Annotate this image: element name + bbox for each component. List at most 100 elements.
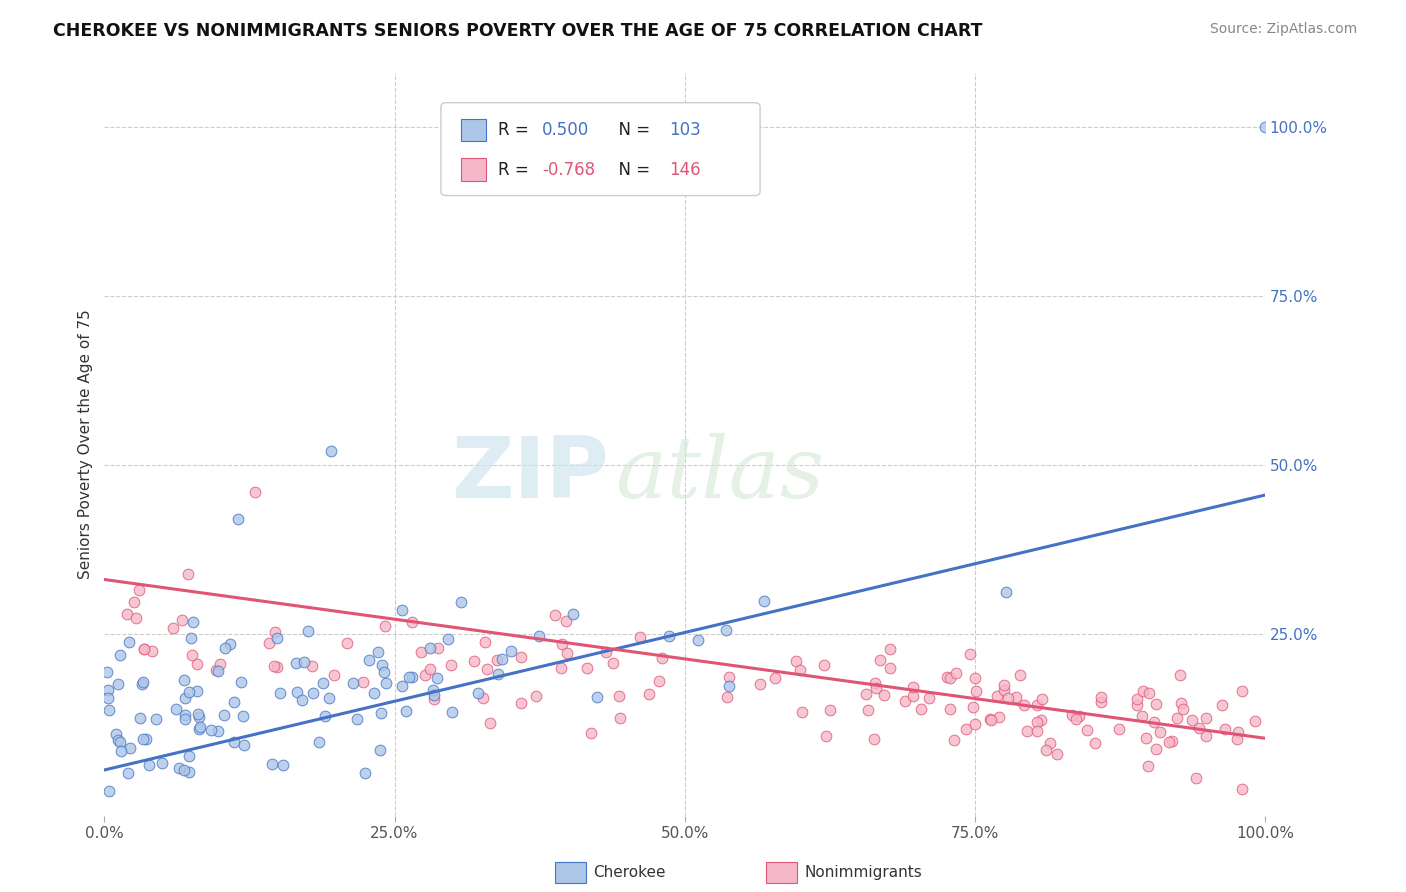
Point: [257, 635, 280, 649]
Point: [716, 623, 738, 637]
Point: [1195, 711, 1218, 725]
Point: [486, 653, 509, 667]
Point: [1090, 695, 1112, 709]
Point: [122, 595, 145, 609]
Point: [131, 677, 153, 691]
Point: [648, 673, 671, 688]
Point: [963, 671, 986, 685]
Point: [319, 444, 342, 458]
Point: [1187, 722, 1209, 736]
Point: [108, 648, 131, 662]
Point: [474, 635, 496, 649]
Point: [162, 622, 184, 636]
Point: [423, 688, 446, 702]
Point: [1227, 724, 1250, 739]
Point: [219, 637, 242, 651]
Text: atlas: atlas: [614, 433, 824, 516]
Point: [910, 702, 932, 716]
Point: [579, 726, 602, 740]
Point: [450, 595, 472, 609]
Point: [368, 743, 391, 757]
Point: [436, 632, 458, 646]
Point: [491, 651, 513, 665]
Point: [551, 636, 574, 650]
Point: [105, 727, 128, 741]
Point: [200, 723, 222, 738]
Point: [132, 674, 155, 689]
Point: [357, 653, 380, 667]
Point: [1026, 698, 1049, 713]
Point: [263, 658, 285, 673]
Point: [391, 603, 413, 617]
Point: [1143, 715, 1166, 730]
Point: [138, 758, 160, 772]
Point: [398, 670, 420, 684]
Point: [284, 656, 307, 670]
Point: [986, 689, 1008, 703]
Point: [266, 660, 288, 674]
Point: [173, 708, 195, 723]
Point: [718, 670, 741, 684]
Text: N =: N =: [607, 161, 655, 178]
Point: [463, 655, 485, 669]
Point: [1137, 686, 1160, 700]
Point: [302, 686, 325, 700]
Point: [97, 683, 120, 698]
Point: [1166, 711, 1188, 725]
Point: [997, 691, 1019, 706]
Point: [873, 689, 896, 703]
Text: CHEROKEE VS NONIMMIGRANTS SENIORS POVERTY OVER THE AGE OF 75 CORRELATION CHART: CHEROKEE VS NONIMMIGRANTS SENIORS POVERT…: [53, 22, 983, 40]
Point: [903, 689, 925, 703]
Point: [222, 695, 245, 709]
Point: [233, 738, 256, 752]
Point: [1008, 667, 1031, 681]
Point: [132, 642, 155, 657]
Point: [441, 706, 464, 720]
Point: [855, 687, 877, 701]
Point: [370, 706, 392, 720]
Point: [1230, 684, 1253, 698]
Point: [262, 757, 284, 772]
Point: [107, 733, 129, 747]
Point: [966, 684, 988, 698]
Point: [1126, 692, 1149, 706]
Point: [486, 667, 509, 681]
Point: [658, 629, 681, 643]
Point: [120, 740, 142, 755]
Point: [1226, 731, 1249, 746]
Point: [718, 679, 741, 693]
Point: [269, 685, 291, 699]
Point: [1035, 743, 1057, 757]
Point: [177, 566, 200, 581]
Point: [993, 683, 1015, 698]
Point: [1181, 713, 1204, 727]
Point: [555, 615, 578, 629]
Point: [688, 632, 710, 647]
Point: [107, 677, 129, 691]
Point: [1017, 724, 1039, 739]
Point: [352, 675, 374, 690]
Point: [1136, 759, 1159, 773]
Point: [132, 642, 155, 657]
Point: [790, 705, 813, 719]
Point: [273, 758, 295, 772]
Point: [475, 662, 498, 676]
Point: [1076, 723, 1098, 737]
Point: [128, 583, 150, 598]
Point: [374, 619, 396, 633]
Point: [97, 784, 120, 798]
Point: [1005, 690, 1028, 704]
Point: [367, 645, 389, 659]
Point: [1244, 714, 1267, 729]
Point: [346, 712, 368, 726]
Point: [524, 689, 547, 703]
Point: [214, 640, 236, 655]
Point: [1031, 713, 1053, 727]
Point: [188, 720, 211, 734]
Point: [716, 690, 738, 704]
Bar: [461, 159, 486, 181]
Point: [1254, 120, 1277, 134]
Point: [97, 690, 120, 705]
Point: [204, 663, 226, 677]
Point: [186, 684, 208, 698]
